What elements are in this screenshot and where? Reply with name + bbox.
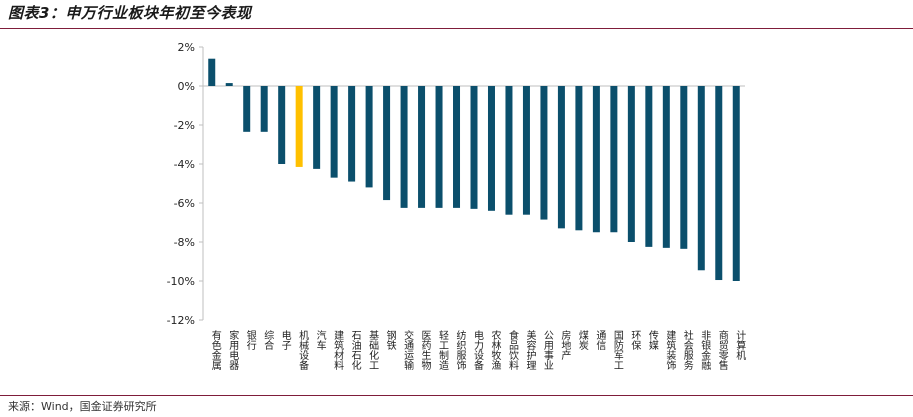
- x-category-label: 社会服务: [681, 329, 693, 371]
- title-rule: [0, 28, 913, 29]
- bar: [697, 86, 705, 271]
- figure-title: 图表3：申万行业板块年初至今表现: [8, 4, 252, 22]
- x-category-label: 医药生物: [419, 330, 431, 371]
- bar: [400, 86, 408, 208]
- x-category-label: 建筑材料: [332, 329, 344, 371]
- bar: [295, 86, 303, 167]
- bar: [225, 83, 233, 86]
- x-category-label: 农林牧渔: [489, 329, 501, 371]
- x-category-label: 电子: [279, 329, 291, 350]
- x-category-label: 银行: [244, 329, 256, 351]
- bar: [662, 86, 670, 248]
- source-rule: [0, 395, 913, 396]
- x-category-label: 环保: [629, 330, 641, 351]
- bar: [243, 86, 251, 132]
- y-tick-label: -10%: [167, 275, 195, 288]
- x-category-label: 石油石化: [349, 330, 361, 370]
- bar: [557, 86, 565, 229]
- source-note: 来源：Wind，国金证券研究所: [8, 400, 157, 413]
- bar: [278, 86, 286, 164]
- bar: [540, 86, 548, 220]
- x-category-label: 非银金融: [699, 330, 711, 371]
- bar: [627, 86, 635, 242]
- bar: [313, 86, 321, 169]
- x-category-labels: 有色金属 家用电器 银行 综合 电子 机械设备 汽车 建筑材料 石油石化 基础化工 钢铁 交通运输 医药…: [209, 329, 746, 371]
- x-category-label: 计算机: [734, 329, 746, 361]
- bar: [680, 86, 688, 249]
- bar: [383, 86, 391, 201]
- bar: [487, 86, 495, 211]
- x-category-label: 房地产: [559, 329, 571, 361]
- chart-bars: [208, 58, 740, 281]
- bar-chart: 2% 0% -2% -4% -6% -8% -10% -12% 有色金属 家用电器 银行 综合 电子机…: [167, 41, 746, 371]
- bar: [732, 86, 740, 281]
- x-category-label: 交通运输: [402, 329, 414, 371]
- x-category-label: 机械设备: [297, 329, 309, 371]
- bar: [610, 86, 618, 233]
- bar: [330, 86, 338, 178]
- bar: [715, 86, 723, 281]
- x-category-label: 电力设备: [472, 329, 484, 371]
- x-category-label: 轻工制造: [437, 329, 449, 370]
- bar: [645, 86, 653, 247]
- x-category-label: 基础化工: [367, 329, 379, 370]
- bar: [348, 86, 356, 182]
- x-category-label: 公用事业: [541, 330, 553, 370]
- x-category-label: 美容护理: [524, 329, 536, 370]
- bar: [208, 58, 216, 86]
- x-category-label: 传媒: [646, 330, 658, 351]
- bar: [260, 86, 268, 132]
- y-tick-label: -4%: [174, 158, 195, 171]
- y-tick-label: -2%: [174, 119, 195, 132]
- y-tick-label: -8%: [174, 236, 195, 249]
- bar: [592, 86, 600, 233]
- bar: [418, 86, 426, 208]
- y-tick-label: 0%: [178, 80, 195, 93]
- x-category-label: 国防军工: [611, 330, 623, 370]
- bar: [470, 86, 478, 209]
- x-category-label: 钢铁: [384, 329, 396, 351]
- x-category-label: 通信: [594, 330, 606, 351]
- x-category-label: 食品饮料: [506, 329, 518, 371]
- y-tick-labels: 2% 0% -2% -4% -6% -8% -10% -12%: [167, 41, 195, 327]
- y-tick-label: 2%: [178, 41, 195, 54]
- bar: [505, 86, 513, 215]
- bar: [522, 86, 530, 215]
- bar: [453, 86, 461, 208]
- bar: [435, 86, 443, 208]
- x-category-label: 综合: [262, 329, 274, 351]
- bar: [575, 86, 583, 231]
- x-category-label: 家用电器: [227, 329, 239, 371]
- y-tick-label: -12%: [167, 314, 195, 327]
- x-category-label: 有色金属: [209, 329, 221, 371]
- x-category-label: 汽车: [314, 329, 326, 351]
- x-category-label: 建筑装饰: [664, 329, 676, 371]
- y-tick-label: -6%: [174, 197, 195, 210]
- x-category-label: 煤炭: [576, 329, 588, 351]
- x-category-label: 纺织服饰: [454, 329, 466, 371]
- x-category-label: 商贸零售: [716, 329, 728, 371]
- bar: [365, 86, 373, 188]
